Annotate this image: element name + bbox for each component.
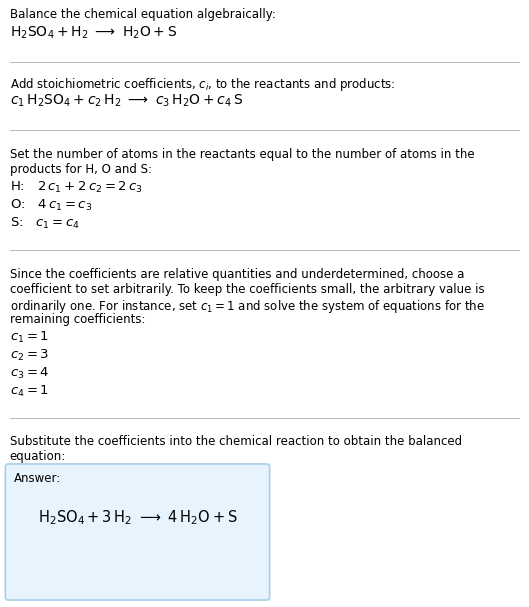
Text: equation:: equation: (10, 450, 66, 463)
FancyBboxPatch shape (5, 464, 270, 600)
Text: Answer:: Answer: (14, 472, 61, 485)
Text: ordinarily one. For instance, set $c_1 = 1$ and solve the system of equations fo: ordinarily one. For instance, set $c_1 =… (10, 298, 485, 315)
Text: $c_1\,\mathrm{H_2SO_4} + c_2\,\mathrm{H_2}\ {\longrightarrow}\ c_3\,\mathrm{H_2O: $c_1\,\mathrm{H_2SO_4} + c_2\,\mathrm{H_… (10, 93, 243, 109)
Text: $\mathrm{H_2SO_4 + H_2 \ {\longrightarrow}\ H_2O + S}$: $\mathrm{H_2SO_4 + H_2 \ {\longrightarro… (10, 25, 177, 41)
Text: $c_4 = 1$: $c_4 = 1$ (10, 384, 49, 399)
Text: Since the coefficients are relative quantities and underdetermined, choose a: Since the coefficients are relative quan… (10, 268, 464, 281)
Text: $\mathrm{H_2SO_4 + 3\,H_2\ {\longrightarrow}\ 4\,H_2O + S}$: $\mathrm{H_2SO_4 + 3\,H_2\ {\longrightar… (38, 509, 238, 527)
Text: Substitute the coefficients into the chemical reaction to obtain the balanced: Substitute the coefficients into the che… (10, 435, 462, 448)
Text: $\mathrm{S}$:   $c_1 = c_4$: $\mathrm{S}$: $c_1 = c_4$ (10, 216, 79, 231)
Text: Set the number of atoms in the reactants equal to the number of atoms in the: Set the number of atoms in the reactants… (10, 148, 474, 161)
Text: Balance the chemical equation algebraically:: Balance the chemical equation algebraica… (10, 8, 276, 21)
Text: $c_1 = 1$: $c_1 = 1$ (10, 330, 49, 345)
Text: coefficient to set arbitrarily. To keep the coefficients small, the arbitrary va: coefficient to set arbitrarily. To keep … (10, 283, 484, 296)
Text: $c_2 = 3$: $c_2 = 3$ (10, 348, 49, 363)
Text: Add stoichiometric coefficients, $c_i$, to the reactants and products:: Add stoichiometric coefficients, $c_i$, … (10, 76, 395, 93)
Text: $\mathrm{O}$:   $4\,c_1 = c_3$: $\mathrm{O}$: $4\,c_1 = c_3$ (10, 198, 92, 213)
Text: remaining coefficients:: remaining coefficients: (10, 313, 145, 326)
Text: $\mathrm{H}$:   $2\,c_1 + 2\,c_2 = 2\,c_3$: $\mathrm{H}$: $2\,c_1 + 2\,c_2 = 2\,c_3$ (10, 180, 142, 195)
Text: products for H, O and S:: products for H, O and S: (10, 163, 151, 176)
Text: $c_3 = 4$: $c_3 = 4$ (10, 366, 49, 381)
